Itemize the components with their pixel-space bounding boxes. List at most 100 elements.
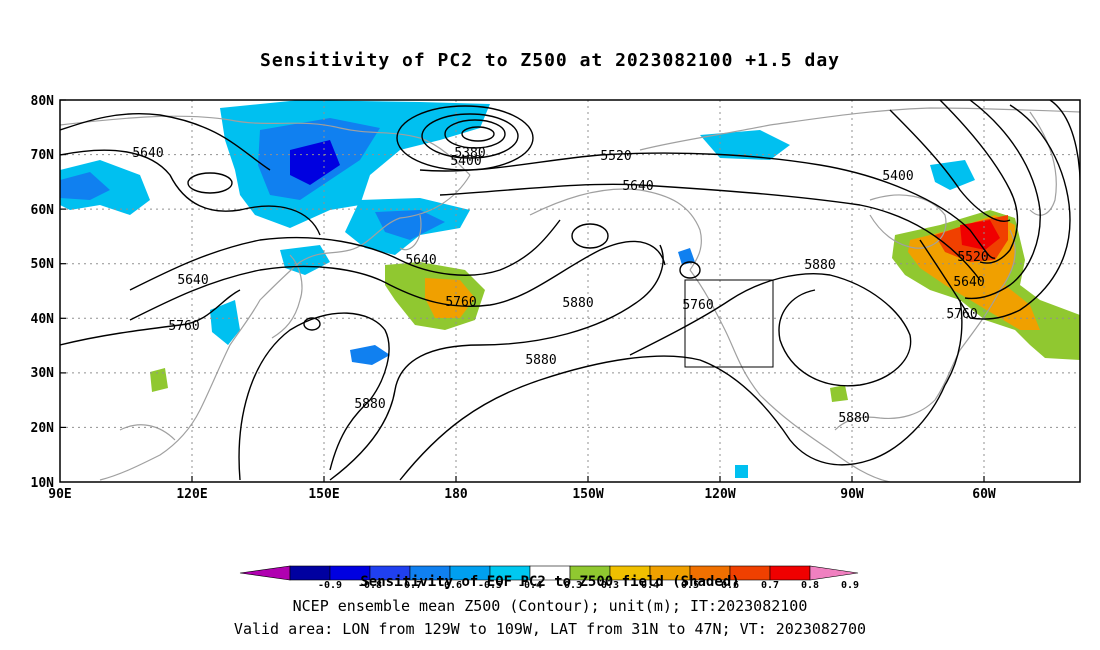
- shade-positive-mexico: [830, 385, 848, 402]
- contour-label: 5880: [804, 258, 835, 273]
- map-plot-area: 5640 5380 5400 5520 5640 5400 5640 5760 …: [60, 100, 1080, 482]
- longitude-labels: 90E 120E 150E 180 150W 120W 90W 60W: [48, 487, 996, 502]
- contour-label: 5880: [354, 397, 385, 412]
- lon-label: 90E: [48, 487, 71, 502]
- contour-5880-loop: [629, 273, 912, 387]
- contour-5760-east: [919, 239, 971, 319]
- contour-label: 5760: [946, 307, 977, 322]
- contour-label: 5880: [838, 411, 869, 426]
- contour-5880-central: [329, 244, 664, 481]
- shade-negative-siberia-inner: [290, 140, 340, 185]
- coastline-asia-east: [99, 174, 471, 481]
- contour-label: 5520: [600, 149, 631, 164]
- colorbar-tick-label: 0.6: [721, 580, 739, 591]
- contour-5400-east: [889, 109, 1011, 222]
- coastline-asia-north: [60, 115, 471, 176]
- lon-label: 90W: [840, 487, 864, 502]
- colorbar-tick-label: -0.6: [438, 580, 462, 591]
- colorbar-tick-label: 0.5: [681, 580, 699, 591]
- contour-5760-sw: [60, 289, 241, 346]
- contour-label: 5380: [454, 146, 485, 161]
- shade-positive-china: [150, 368, 168, 392]
- lat-label: 30N: [31, 366, 55, 381]
- lat-label: 20N: [31, 421, 55, 436]
- colorbar-tick-label: 0.4: [641, 580, 659, 591]
- contour-label: 5640: [177, 273, 208, 288]
- contour-low-center: [461, 126, 495, 142]
- contour-tiny-ring: [303, 317, 321, 331]
- contour-5880-south: [399, 355, 946, 481]
- coastline-gulf: [834, 399, 936, 431]
- contour-5640-west: [60, 149, 321, 236]
- z500-contours: [60, 100, 1080, 481]
- contour-small-high: [571, 223, 609, 249]
- colorbar-tick-label: -0.8: [358, 580, 382, 591]
- colorbar: -0.9 -0.8 -0.7 -0.6 -0.5 -0.4 -0.3 0.3 0.4 0.5 0.6…: [239, 565, 859, 591]
- contour-tiny-low: [679, 261, 701, 279]
- lat-label: 70N: [31, 148, 55, 163]
- shade-positive-atlantic-core: [960, 220, 1000, 250]
- colorbar-tick-label: 0.3: [601, 580, 619, 591]
- shade-negative-hudson: [930, 160, 975, 190]
- lon-label: 60W: [972, 487, 996, 502]
- contour-label: 5640: [132, 146, 163, 161]
- contour-label: 5640: [405, 253, 436, 268]
- colorbar-tick-label: 0.8: [801, 580, 819, 591]
- shade-positive-dateline-core: [425, 278, 475, 318]
- contour-east-ring-1: [939, 100, 1019, 264]
- lon-label: 150E: [308, 487, 339, 502]
- contour-label: 5760: [445, 295, 476, 310]
- lat-label: 10N: [31, 476, 55, 491]
- lat-label: 80N: [31, 94, 55, 109]
- colorbar-cells: [289, 565, 811, 581]
- colorbar-tick-label: 0.7: [761, 580, 779, 591]
- shade-negative-west-core: [60, 172, 110, 200]
- contour-5880-west: [238, 312, 390, 481]
- contour-5640-mid: [129, 219, 561, 291]
- contour-label: 5760: [168, 319, 199, 334]
- caption-contour: NCEP ensemble mean Z500 (Contour); unit(…: [292, 597, 808, 615]
- shade-negative-korea: [210, 300, 240, 345]
- lat-label: 50N: [31, 257, 55, 272]
- coastline-hudson-bay: [869, 194, 947, 249]
- contour-label: 5880: [525, 353, 556, 368]
- lon-label: 180: [444, 487, 468, 502]
- caption-shading: Sensitivity of EOF PC2 to Z500 field (Sh…: [360, 574, 740, 590]
- latitude-labels: 80N 70N 60N 50N 40N 30N 20N 10N: [31, 94, 55, 491]
- coastline-kamchatka: [399, 214, 422, 251]
- contour-label: 5400: [450, 154, 481, 169]
- contour-label: 5400: [882, 169, 913, 184]
- shade-negative-goa: [678, 248, 695, 265]
- shade-negative-south: [735, 465, 748, 478]
- shade-negative-okhotsk-core: [375, 210, 445, 240]
- colorbar-tick-label: -0.4: [518, 580, 542, 591]
- shade-negative-arctic: [700, 130, 790, 160]
- lat-label: 60N: [31, 203, 55, 218]
- colorbar-tick-label: -0.7: [398, 580, 422, 591]
- contour-low-ring-3: [421, 113, 519, 159]
- colorbar-tick-label: -0.5: [478, 580, 502, 591]
- contour-label: 5640: [953, 275, 984, 290]
- coastline-alaska: [529, 188, 702, 271]
- contour-5520-band: [419, 152, 996, 259]
- coastline-sea-of-japan: [119, 424, 176, 441]
- caption-valid-area: Valid area: LON from 129W to 109W, LAT f…: [233, 620, 867, 638]
- contour-label: 5760: [682, 298, 713, 313]
- lon-label: 150W: [572, 487, 603, 502]
- lon-label: 120E: [176, 487, 207, 502]
- contour-label: 5520: [957, 250, 988, 265]
- colorbar-right-arrow: [809, 565, 859, 581]
- chart-title: Sensitivity of PC2 to Z500 at 2023082100…: [259, 50, 840, 71]
- lat-label: 40N: [31, 312, 55, 327]
- shade-negative-pacific: [350, 345, 390, 365]
- axis-ticks: [60, 99, 985, 482]
- valid-area-box: [684, 279, 774, 368]
- lon-label: 120W: [704, 487, 735, 502]
- contour-small-low: [187, 172, 233, 194]
- contour-5760-mid: [129, 240, 666, 321]
- contour-labels: 5640 5380 5400 5520 5640 5400 5640 5760 …: [132, 146, 988, 426]
- contour-label: 5880: [562, 296, 593, 311]
- gridlines: [60, 100, 1080, 482]
- contour-low-ring-2: [444, 119, 506, 149]
- contour-5640-north: [60, 112, 271, 171]
